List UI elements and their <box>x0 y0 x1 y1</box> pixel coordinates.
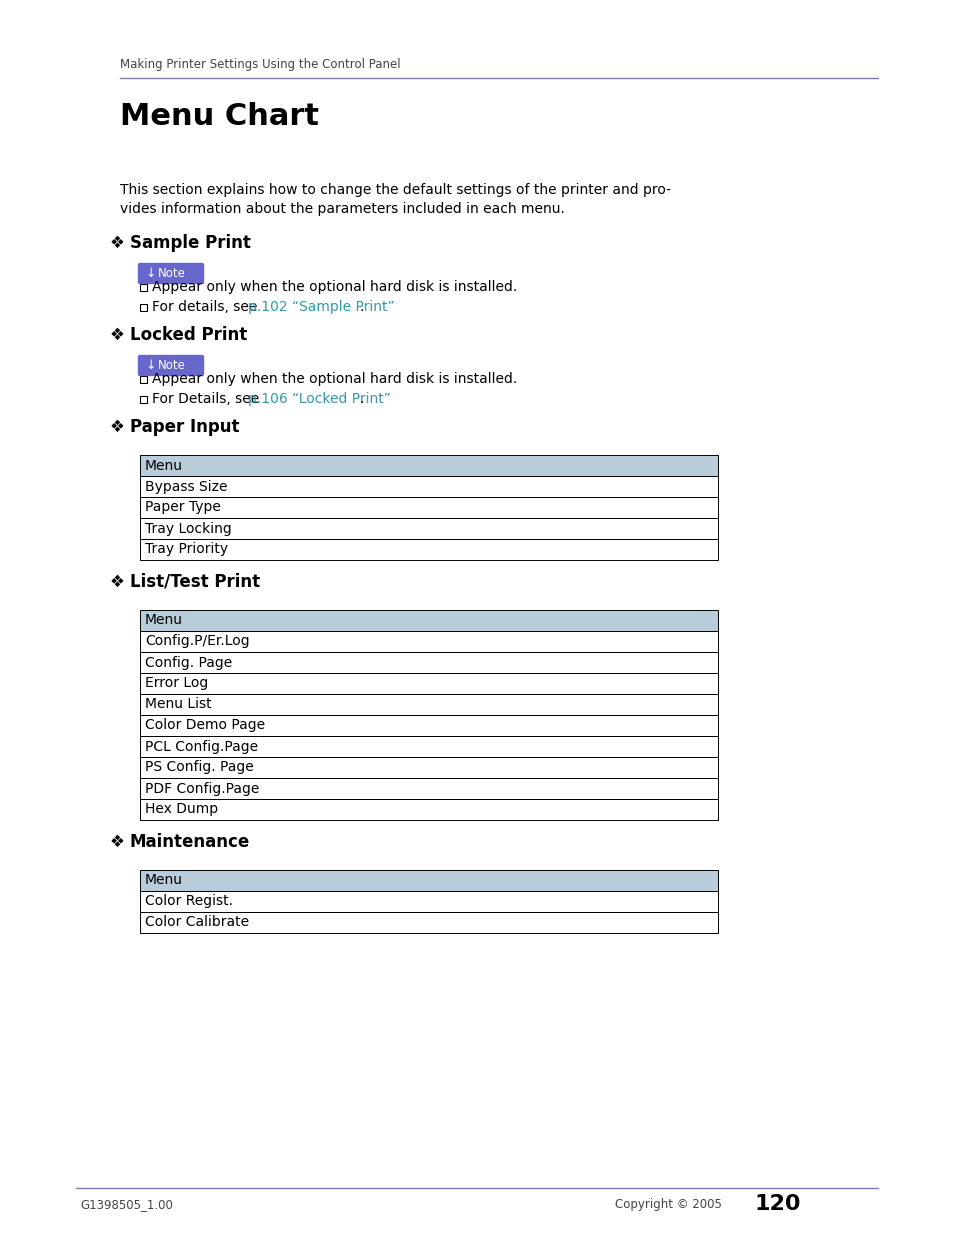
Text: p.106 “Locked Print”: p.106 “Locked Print” <box>247 391 390 406</box>
Text: Color Demo Page: Color Demo Page <box>145 719 265 732</box>
Text: Appear only when the optional hard disk is installed.: Appear only when the optional hard disk … <box>152 280 517 294</box>
Bar <box>140 517 718 538</box>
Text: Appear only when the optional hard disk is installed.: Appear only when the optional hard disk … <box>152 372 517 387</box>
Text: List/Test Print: List/Test Print <box>130 573 260 592</box>
Bar <box>140 911 718 932</box>
Bar <box>140 538 718 559</box>
Text: ↓: ↓ <box>145 359 155 372</box>
Text: Menu: Menu <box>145 873 183 888</box>
Text: For Details, see: For Details, see <box>152 391 263 406</box>
Text: Config.P/Er.Log: Config.P/Er.Log <box>145 635 250 648</box>
Bar <box>140 715 718 736</box>
Text: .: . <box>359 391 364 406</box>
Bar <box>140 475 718 496</box>
FancyBboxPatch shape <box>138 356 203 375</box>
Text: ❖: ❖ <box>110 326 125 345</box>
Bar <box>140 284 147 290</box>
Bar <box>140 869 718 890</box>
Text: ❖: ❖ <box>110 573 125 592</box>
Text: This section explains how to change the default settings of the printer and pro-: This section explains how to change the … <box>120 183 670 216</box>
Bar <box>140 454 718 475</box>
Text: ❖: ❖ <box>110 417 125 436</box>
Bar <box>140 890 718 911</box>
Text: PDF Config.Page: PDF Config.Page <box>145 782 259 795</box>
Text: Tray Priority: Tray Priority <box>145 542 228 557</box>
Bar <box>140 673 718 694</box>
Bar <box>140 757 718 778</box>
Text: PS Config. Page: PS Config. Page <box>145 761 253 774</box>
Text: Tray Locking: Tray Locking <box>145 521 232 536</box>
Text: 120: 120 <box>754 1194 801 1214</box>
Text: Making Printer Settings Using the Control Panel: Making Printer Settings Using the Contro… <box>120 58 400 70</box>
Text: Menu List: Menu List <box>145 698 212 711</box>
Bar <box>140 736 718 757</box>
FancyBboxPatch shape <box>138 263 203 284</box>
Text: Hex Dump: Hex Dump <box>145 803 218 816</box>
Text: Locked Print: Locked Print <box>130 326 247 345</box>
Text: Color Regist.: Color Regist. <box>145 894 233 909</box>
Text: Bypass Size: Bypass Size <box>145 479 227 494</box>
Text: Maintenance: Maintenance <box>130 832 250 851</box>
Bar <box>140 799 718 820</box>
Text: Paper Input: Paper Input <box>130 417 239 436</box>
Text: .: . <box>359 300 364 314</box>
Text: For details, see: For details, see <box>152 300 261 314</box>
Text: Error Log: Error Log <box>145 677 208 690</box>
Bar <box>140 496 718 517</box>
Bar <box>140 304 147 310</box>
Text: G1398505_1.00: G1398505_1.00 <box>80 1198 172 1212</box>
Text: ❖: ❖ <box>110 233 125 252</box>
Bar <box>140 395 147 403</box>
Bar <box>140 694 718 715</box>
Text: Menu: Menu <box>145 458 183 473</box>
Text: PCL Config.Page: PCL Config.Page <box>145 740 258 753</box>
Text: Copyright © 2005: Copyright © 2005 <box>615 1198 721 1212</box>
Text: Menu: Menu <box>145 614 183 627</box>
Text: ↓: ↓ <box>145 267 155 280</box>
Text: Note: Note <box>158 359 186 372</box>
Bar <box>140 631 718 652</box>
Bar <box>140 375 147 383</box>
Text: Config. Page: Config. Page <box>145 656 232 669</box>
Text: Sample Print: Sample Print <box>130 233 251 252</box>
Text: p.102 “Sample Print”: p.102 “Sample Print” <box>247 300 394 314</box>
Text: Menu Chart: Menu Chart <box>120 103 318 131</box>
Text: Color Calibrate: Color Calibrate <box>145 915 249 930</box>
Text: Note: Note <box>158 267 186 280</box>
Bar <box>140 652 718 673</box>
Bar <box>140 778 718 799</box>
Bar <box>140 610 718 631</box>
Text: Paper Type: Paper Type <box>145 500 221 515</box>
Text: ❖: ❖ <box>110 832 125 851</box>
